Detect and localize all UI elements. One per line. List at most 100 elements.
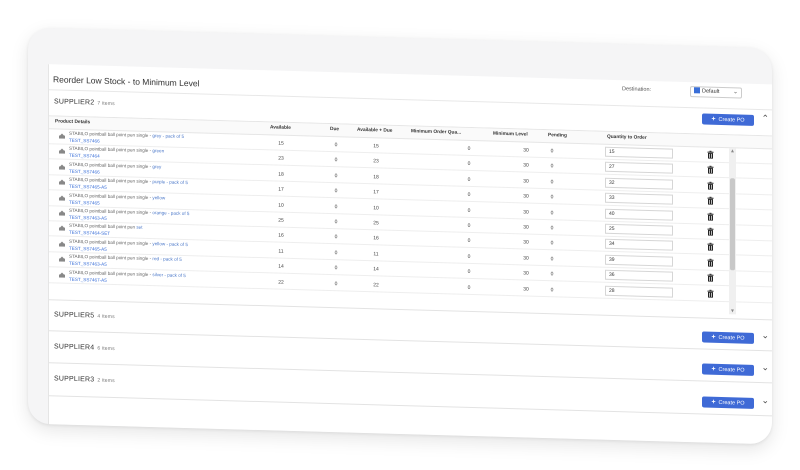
table-scrollbar[interactable]: ▲ ▼ [729,148,736,315]
quantity-to-order-input[interactable]: 15 [605,146,673,159]
cell-due: 0 [334,203,338,210]
table-body: STABILO pointball ball point pen single … [49,129,772,304]
chevron-down-icon[interactable]: ⌄ [761,330,769,341]
product-sku-link[interactable]: TEST_SS7466 [69,168,100,175]
quantity-to-order-input[interactable]: 32 [605,177,673,190]
col-min-order-qty[interactable]: Minimum Order Qua... [411,129,462,136]
product-image-icon [59,210,65,216]
cell-avail-due: 25 [373,220,379,227]
col-available[interactable]: Available [270,125,291,131]
cell-available: 25 [278,217,284,224]
col-product-details[interactable]: Product Details [55,119,91,126]
cell-due: 0 [334,265,338,272]
cell-due: 0 [334,249,338,257]
supplier-name[interactable]: SUPPLIER4 6 items [54,343,115,353]
product-sku-link[interactable]: TEST_SS7465 [69,199,100,206]
delete-row-icon[interactable] [707,196,714,205]
quantity-to-order-input[interactable]: 28 [605,285,673,298]
delete-row-icon[interactable] [707,289,714,298]
chevron-down-icon: ⌄ [732,89,738,96]
col-pending[interactable]: Pending [548,133,567,139]
create-po-button[interactable]: + Create PO [702,331,754,344]
delete-row-icon[interactable] [707,181,714,190]
table-row[interactable]: STABILO pointball ball point pen set TEST… [49,221,772,257]
product-sku-link[interactable]: TEST_SS7465-A5 [69,183,107,190]
scrollbar-thumb[interactable] [730,178,735,271]
cell-pending: 0 [550,163,554,170]
quantity-to-order-input[interactable]: 33 [605,192,673,205]
chevron-up-icon[interactable]: ⌃ [761,113,769,124]
quantity-to-order-input[interactable]: 39 [605,254,673,267]
quantity-to-order-input[interactable]: 36 [605,269,673,282]
col-available-due[interactable]: Available + Due [357,127,393,134]
quantity-to-order-input[interactable]: 34 [605,239,673,252]
cell-available: 14 [278,263,284,270]
supplier-item-count: 7 items [97,100,115,108]
cell-min-order: 0 [467,253,471,260]
cell-available: 22 [278,279,284,286]
table-row[interactable]: STABILO pointball ball point pen single … [49,175,772,211]
table-row[interactable]: STABILO pointball ball point pen single … [49,206,772,242]
table-row[interactable]: STABILO pointball ball point pen single … [49,236,772,273]
product-image-icon [59,164,65,170]
product-sku-link[interactable]: TEST_SS7463-A5 [69,214,107,221]
product-image-icon [59,225,65,232]
product-sku-link[interactable]: TEST_SS7464-SET [69,230,111,237]
chevron-down-icon[interactable]: ⌄ [761,362,769,373]
table-row[interactable]: STABILO pointball ball point pen single … [49,190,772,227]
supplier-name[interactable]: SUPPLIER5 4 items [54,311,115,321]
supplier-name[interactable]: SUPPLIER3 2 items [54,375,115,385]
col-qty-to-order[interactable]: Quantity to Order [607,134,647,141]
cell-due: 0 [334,188,338,195]
product-sku-link[interactable]: TEST_SS7465-A5 [69,245,107,252]
chevron-down-icon[interactable]: ⌄ [761,395,769,406]
delete-row-icon[interactable] [707,150,714,159]
create-po-label: Create PO [718,399,745,407]
cell-due: 0 [334,172,338,180]
supplier-item-count: 4 items [97,313,115,321]
cell-min-order: 0 [467,192,471,199]
quantity-to-order-input[interactable]: 40 [605,208,673,221]
product-image-icon [59,272,65,278]
delete-row-icon[interactable] [707,166,714,175]
cell-available: 10 [278,202,284,209]
cell-due: 0 [334,142,338,149]
product-sku-link[interactable]: TEST_SS7464 [69,153,100,160]
cell-due: 0 [334,219,338,226]
col-due[interactable]: Due [330,127,340,133]
delete-row-icon[interactable] [707,258,714,267]
table-row[interactable]: STABILO pointball ball point pen single … [49,144,772,180]
table-row[interactable]: STABILO pointball ball point pen single … [49,129,772,165]
destination-select[interactable]: Default ⌄ [690,86,742,99]
create-po-button[interactable]: + Create PO [702,396,754,409]
delete-row-icon[interactable] [707,227,714,236]
create-po-button[interactable]: + Create PO [702,363,754,376]
quantity-to-order-input[interactable]: 25 [605,223,673,236]
reorder-panel: Reorder Low Stock - to Minimum Level Des… [48,64,772,445]
cell-min-order: 0 [467,176,471,183]
delete-row-icon[interactable] [707,212,714,221]
supplier-item-count: 2 items [97,377,115,385]
product-sku-link[interactable]: TEST_SS7463-A5 [69,260,107,267]
delete-row-icon[interactable] [707,273,714,282]
scroll-down-icon[interactable]: ▼ [730,308,735,315]
cell-avail-due: 16 [373,235,379,242]
supplier-name[interactable]: SUPPLIER2 7 items [54,98,115,108]
product-sku-link[interactable]: TEST_SS7467-A5 [69,276,107,283]
scroll-up-icon[interactable]: ▲ [730,148,735,155]
delete-row-icon[interactable] [707,243,714,252]
cell-pending: 0 [550,148,554,155]
col-min-level[interactable]: Minimum Level [493,131,528,138]
product-sku-link[interactable]: TEST_SS7466 [69,137,100,144]
cell-pending: 0 [550,271,554,278]
table-row[interactable]: STABILO pointball ball point pen single … [49,267,772,304]
create-po-button[interactable]: + Create PO [702,113,754,126]
cell-due: 0 [334,234,338,241]
table-row[interactable]: STABILO pointball ball point pen single … [49,252,772,288]
product-image-icon [59,148,65,155]
cell-avail-due: 15 [373,143,379,150]
quantity-to-order-input[interactable]: 27 [605,162,673,175]
cell-due: 0 [334,157,338,164]
cell-avail-due: 22 [373,281,379,289]
table-row[interactable]: STABILO pointball ball point pen single … [49,159,772,196]
